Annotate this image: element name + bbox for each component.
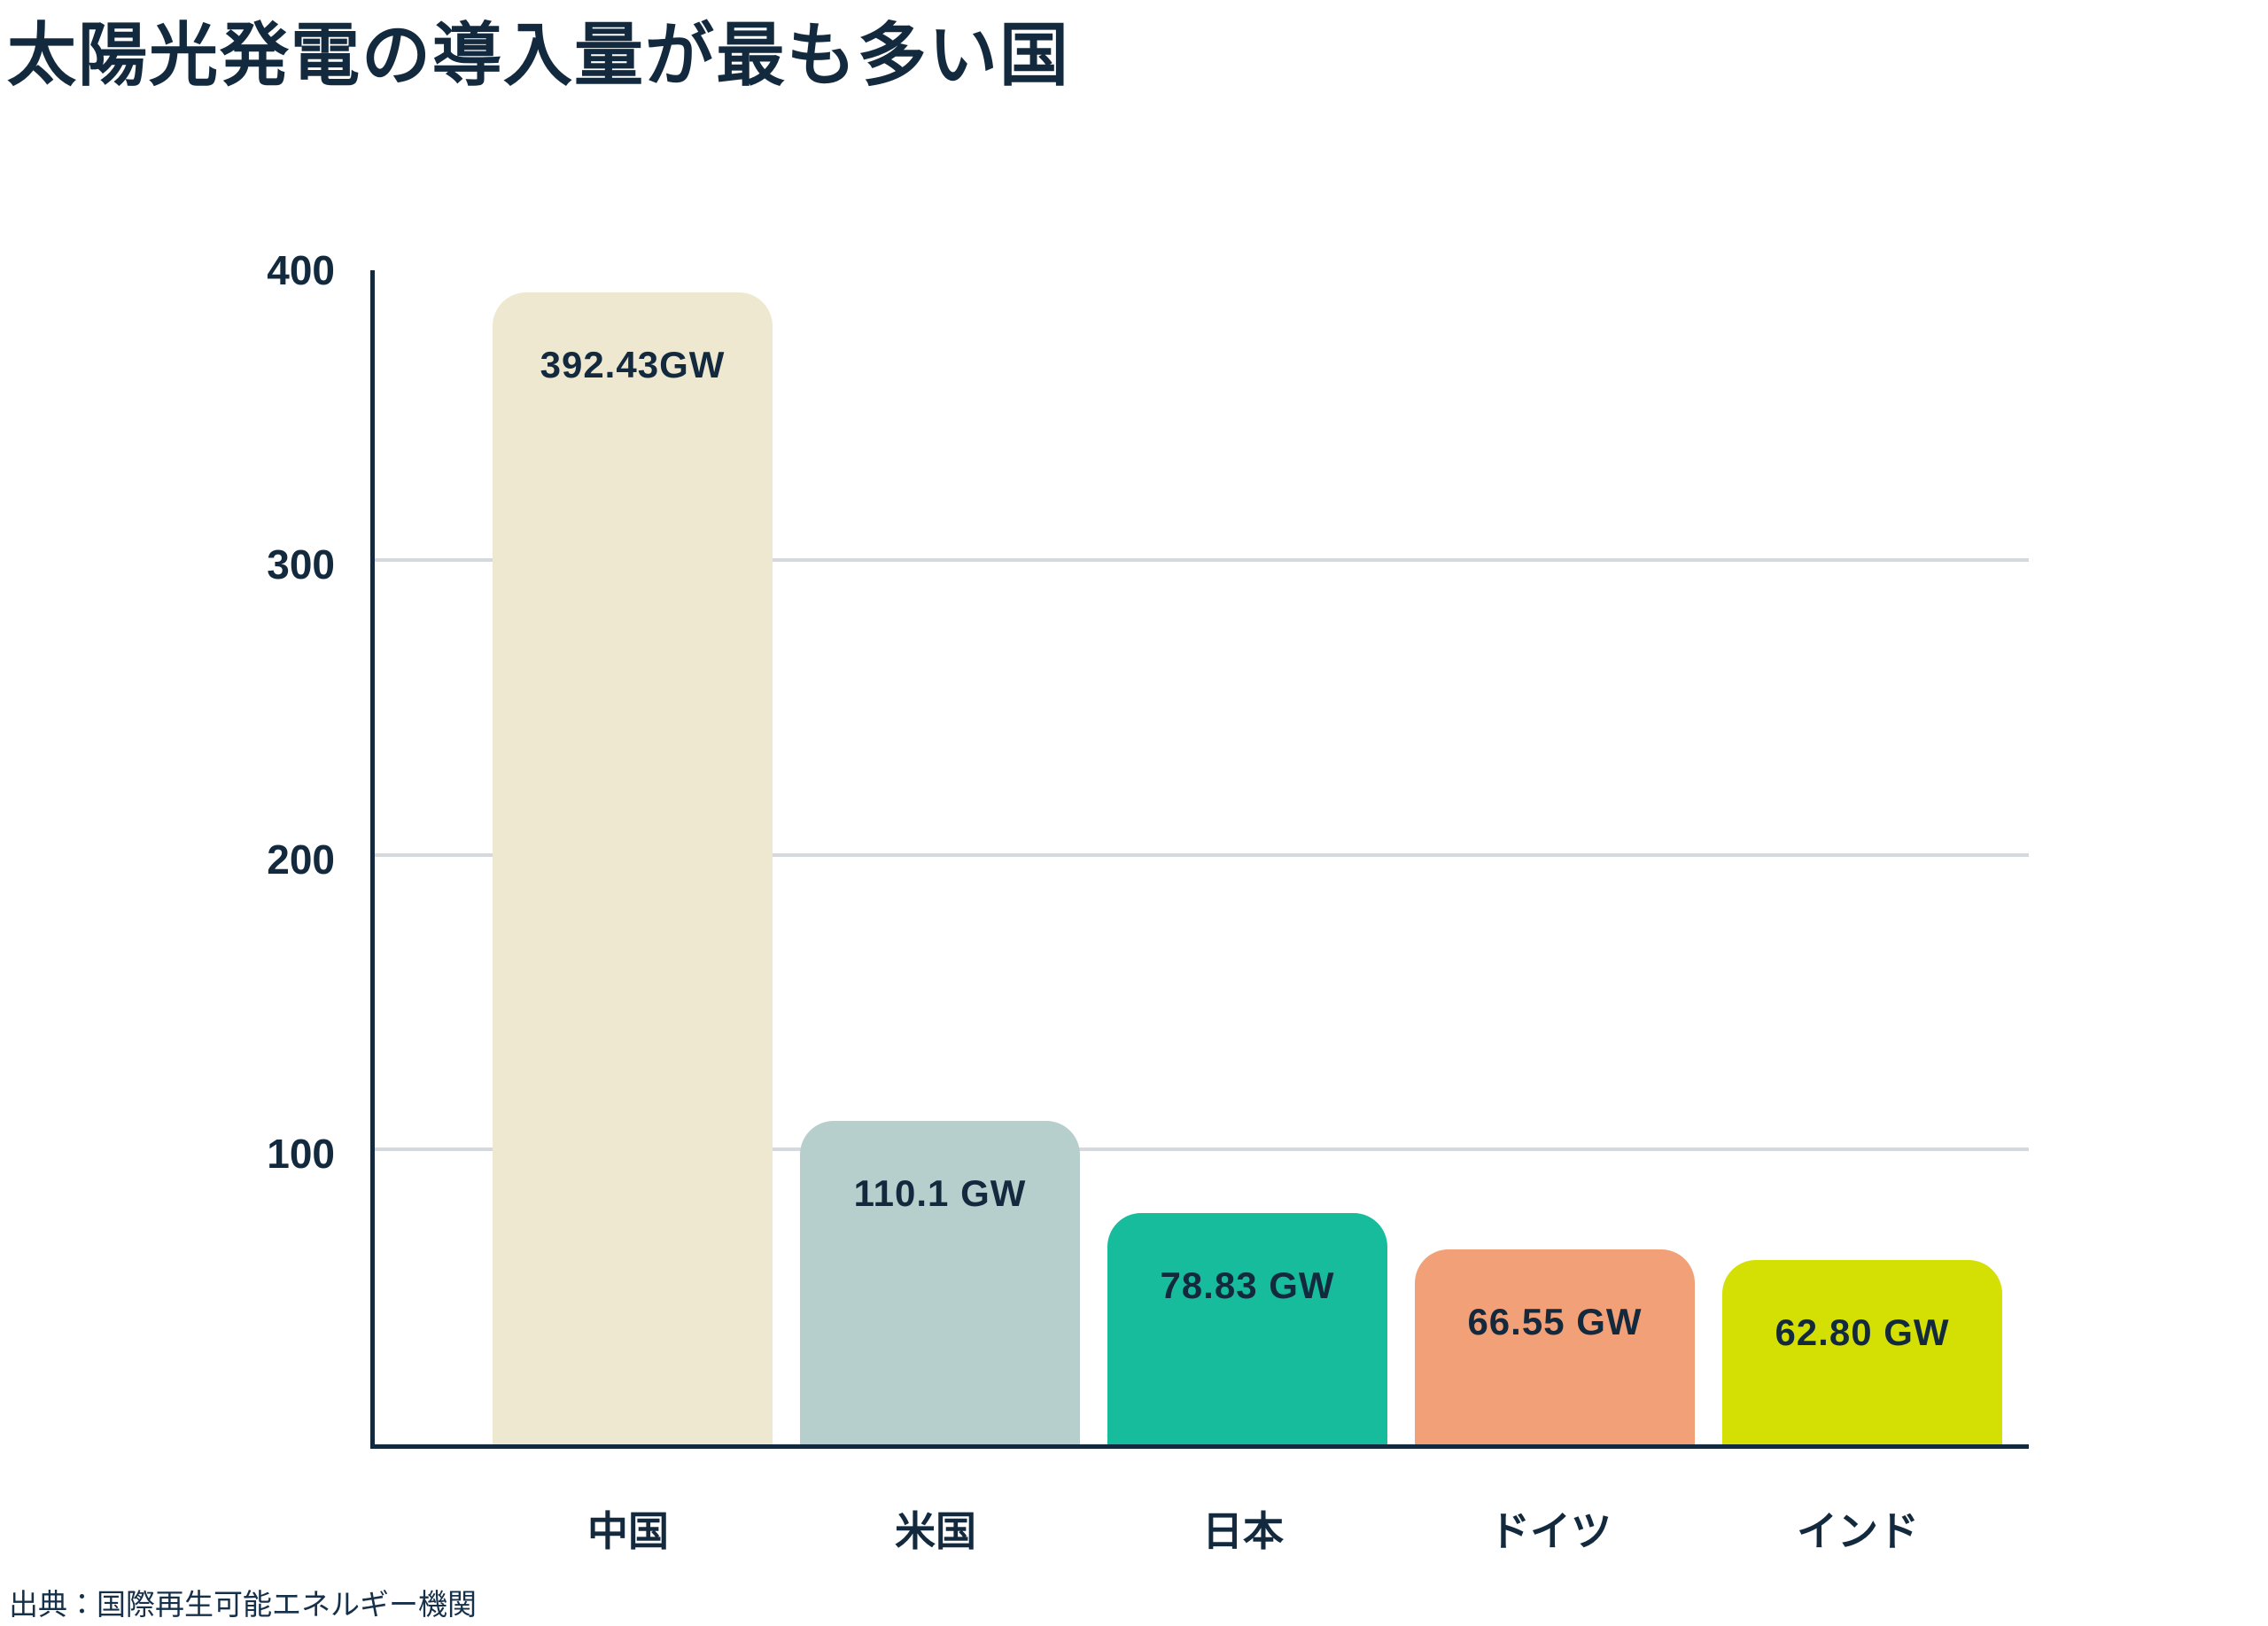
x-label-germany: ドイツ <box>1489 1508 1612 1554</box>
chart-title: 太陽光発電の導入量が最も多い国 <box>7 16 1071 94</box>
bar-value-usa: 110.1 GW <box>853 1172 1027 1215</box>
bar-value-japan: 78.83 GW <box>1160 1264 1335 1306</box>
bar-value-india: 62.80 GW <box>1775 1311 1950 1353</box>
bar-china: 392.43GW <box>493 292 773 1444</box>
bar-value-china: 392.43GW <box>540 344 726 386</box>
y-tick-400: 400 <box>267 247 335 293</box>
gridline-300 <box>375 558 2029 562</box>
plot-area: 392.43GW 110.1 GW 78.83 GW 66.55 GW 62.8… <box>370 270 2029 1449</box>
x-label-china: 中国 <box>587 1508 669 1554</box>
y-tick-300: 300 <box>267 541 335 587</box>
x-axis-labels: 中国 米国 日本 ドイツ インド <box>370 1499 2029 1561</box>
bar-group: 392.43GW 110.1 GW 78.83 GW 66.55 GW 62.8… <box>375 270 2029 1444</box>
gridline-100 <box>375 1148 2029 1151</box>
gridline-200 <box>375 853 2029 857</box>
bar-usa: 110.1 GW <box>800 1121 1080 1444</box>
x-label-usa: 米国 <box>895 1508 976 1554</box>
x-label-japan: 日本 <box>1202 1508 1284 1554</box>
y-tick-100: 100 <box>267 1131 335 1177</box>
y-tick-200: 200 <box>267 836 335 883</box>
bar-japan: 78.83 GW <box>1107 1212 1387 1444</box>
bar-value-germany: 66.55 GW <box>1467 1300 1643 1342</box>
bar-india: 62.80 GW <box>1722 1259 2002 1444</box>
x-label-india: インド <box>1797 1508 1919 1554</box>
source-note: 出典：国際再生可能エネルギー機関 <box>9 1588 477 1621</box>
bar-germany: 66.55 GW <box>1415 1249 1695 1444</box>
